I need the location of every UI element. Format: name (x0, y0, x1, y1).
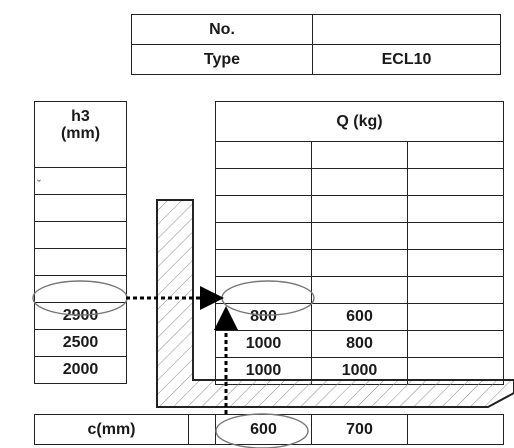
q-cell (215, 249, 312, 277)
table-row: h3 (mm) (34, 101, 127, 168)
q-cell (407, 303, 504, 331)
table-row (34, 275, 127, 303)
h3-header: h3 (mm) (34, 101, 127, 168)
h3-cell (34, 248, 127, 276)
q-cell: 800 (311, 330, 408, 358)
type-value: ECL10 (312, 44, 501, 75)
h3-cell: 2000 (34, 356, 127, 384)
q-cell (407, 195, 504, 223)
q-cell (407, 141, 504, 169)
table-row: No. (131, 14, 501, 45)
h3-header-unit: (mm) (60, 125, 101, 142)
table-row: 800 600 (215, 303, 504, 331)
h3-cell: 2500 (34, 329, 127, 357)
type-label: Type (131, 44, 313, 75)
h3-cell (34, 194, 127, 222)
no-label: No. (131, 14, 313, 45)
table-row (215, 249, 504, 277)
h3-highlight-ellipse (32, 280, 128, 316)
q-cell (407, 222, 504, 250)
h3-header-label: h3 (71, 108, 90, 125)
fork-silhouette (156, 199, 514, 408)
q-cell (311, 141, 408, 169)
identification-table: No. Type ECL10 (131, 14, 501, 75)
c-label: c(mm) (34, 414, 189, 445)
c-cell (407, 414, 504, 445)
c-highlight-ellipse (215, 413, 309, 448)
table-row (215, 222, 504, 250)
table-row: Type ECL10 (131, 44, 501, 75)
table-row: 2000 (34, 356, 127, 384)
table-row: 1000 800 (215, 330, 504, 358)
q-cell (311, 195, 408, 223)
q-cell (311, 168, 408, 196)
table-row: 2500 (34, 329, 127, 357)
fork-shape (156, 199, 514, 408)
table-row (215, 168, 504, 196)
q-cell (407, 168, 504, 196)
q-highlight-ellipse (221, 280, 315, 316)
h3-cell (34, 275, 127, 303)
q-header: Q (kg) (215, 101, 504, 142)
lift-height-table: h3 (mm) 2900 2500 2000 (34, 101, 127, 384)
table-row (34, 194, 127, 222)
h3-cell-highlighted: 2900 (34, 302, 127, 330)
no-value (312, 14, 501, 45)
table-row: 2900 (34, 302, 127, 330)
table-row (34, 248, 127, 276)
table-row (215, 195, 504, 223)
c-cell: 700 (311, 414, 408, 445)
table-row: Q (kg) (215, 101, 504, 142)
